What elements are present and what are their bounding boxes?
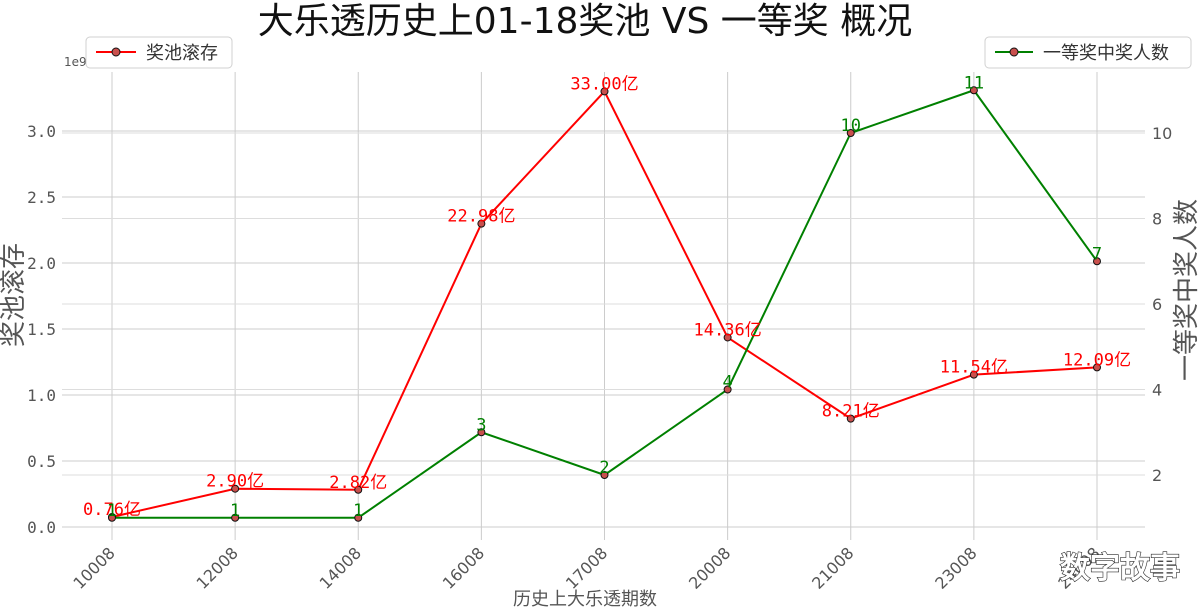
winners-point (1093, 257, 1101, 266)
x-tick-label: 16008 (439, 543, 488, 592)
jackpot-data-label: 33.00亿 (570, 74, 638, 94)
x-tick-label: 20008 (685, 543, 734, 592)
legend-right-label: 一等奖中奖人数 (1043, 43, 1169, 64)
jackpot-data-label: 14.36亿 (694, 320, 762, 340)
jackpot-point (723, 333, 732, 342)
x-tick-label: 14008 (316, 543, 365, 592)
y-left-tick-label: 2.0 (27, 254, 56, 273)
jackpot-data-label: 8.21亿 (822, 402, 880, 422)
x-tick-label: 12008 (193, 543, 242, 592)
x-tick-label: 21008 (808, 543, 857, 592)
y-left-tick-label: 3.0 (27, 122, 56, 141)
y-right-tick-label: 2 (1152, 466, 1162, 485)
y-left-tick-label: 2.5 (27, 188, 56, 207)
winners-point (231, 513, 240, 522)
jackpot-data-label: 22.98亿 (447, 207, 515, 227)
jackpot-data-label: 0.76亿 (83, 500, 141, 520)
winners-data-label: 11 (964, 73, 984, 93)
legend-left-label: 奖池滚存 (146, 43, 218, 64)
y-left-tick-label: 0.5 (27, 452, 56, 471)
winners-point (477, 428, 486, 437)
jackpot-point (969, 370, 978, 379)
jackpot-data-label: 12.09亿 (1063, 350, 1131, 370)
y-left-tick-label: 1.5 (27, 320, 56, 339)
y-right-tick-label: 6 (1152, 295, 1162, 314)
chart-title: 大乐透历史上01-18奖池 VS 一等奖 概况 (258, 1, 912, 42)
y-left-tick-label: 0.0 (27, 518, 56, 537)
winners-point (600, 471, 609, 479)
jackpot-point (354, 485, 363, 494)
jackpot-data-label: 2.90亿 (206, 472, 264, 492)
legend-right: 一等奖中奖人数 (984, 36, 1192, 69)
winners-point (846, 129, 855, 137)
jackpot-point (600, 87, 609, 96)
jackpot-data-label: 11.54亿 (940, 358, 1008, 378)
x-tick-label: 17008 (562, 543, 611, 592)
jackpot-data-label: 2.82亿 (329, 473, 387, 493)
winners-data-label: 3 (476, 415, 486, 435)
winners-point (108, 513, 116, 522)
left-axis-label: 奖池滚存 (0, 243, 29, 347)
winners-data-label: 7 (1092, 244, 1102, 264)
winners-point (723, 385, 732, 394)
watermark: 数字故事 (1060, 551, 1180, 586)
winners-data-label: 1 (353, 501, 363, 521)
jackpot-point (231, 484, 240, 493)
y-right-tick-label: 8 (1152, 210, 1162, 229)
winners-data-label: 10 (841, 116, 861, 136)
x-tick-label: 23008 (931, 543, 980, 592)
y-left-tick-label: 1.0 (27, 386, 56, 405)
jackpot-point (1093, 363, 1101, 372)
series-lines (108, 86, 1101, 522)
y-right-tick-label: 10 (1152, 124, 1172, 143)
jackpot-point (846, 414, 855, 423)
right-axis-label: 一等奖中奖人数 (1172, 199, 1200, 381)
x-axis-label: 历史上大乐透期数 (513, 589, 657, 610)
winners-point (969, 86, 978, 95)
x-tick-label: 10008 (69, 543, 118, 592)
winners-data-label: 4 (723, 373, 733, 393)
winners-data-label: 1 (230, 501, 240, 521)
y-right-tick-label: 4 (1152, 381, 1162, 400)
jackpot-point (477, 219, 486, 228)
legend-left: 奖池滚存 (85, 36, 233, 69)
winners-data-label: 2 (599, 458, 609, 478)
left-axis-scale-note: 1e9 (64, 55, 87, 69)
winners-point (354, 513, 363, 522)
winners-data-label: 1 (107, 501, 117, 521)
